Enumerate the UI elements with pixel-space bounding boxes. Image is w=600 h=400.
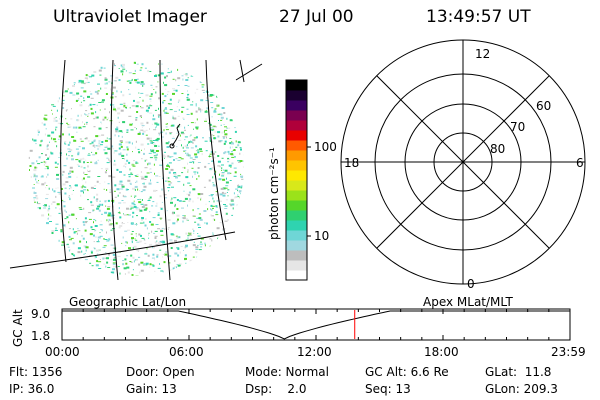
colorbar-segment: [286, 200, 307, 211]
colorbar-segment: [286, 140, 307, 151]
time-label: 13:49:57 UT: [426, 7, 531, 27]
colorbar-unit-label: photon cm⁻²s⁻¹: [267, 147, 281, 240]
colorbar-frame: [285, 79, 308, 281]
colorbar-segment: [286, 150, 307, 161]
colorbar-segment: [286, 80, 307, 91]
status-ip: IP: 36.0: [9, 382, 55, 396]
timeline-x-tick-1800: 18:00: [424, 345, 459, 359]
timeline-x-tick-1200: 12:00: [297, 345, 332, 359]
status-sequence: Seq: 13: [365, 382, 411, 396]
uv-image: [9, 59, 263, 281]
status-gc-altitude: GC Alt: 6.6 Re: [365, 365, 449, 379]
timeline-y-tick-bottom: 1.8: [31, 329, 51, 343]
colorbar-segment: [286, 100, 307, 111]
colorbar-segment: [286, 90, 307, 101]
status-flight: Flt: 1356: [9, 365, 63, 379]
colorbar-segment: [286, 270, 307, 281]
timeline-y-tick-top: 9.0: [31, 307, 51, 321]
timeline-right-label: Apex MLat/MLT: [423, 295, 513, 309]
colorbar-segment: [286, 130, 307, 141]
status-gain: Gain: 13: [126, 382, 177, 396]
lat-label-60: 60: [536, 99, 552, 113]
colorbar-segment: [286, 190, 307, 201]
timeline-x-tick-2359: 23:59: [551, 345, 586, 359]
status-dsp: Dsp: 2.0: [245, 382, 307, 396]
timeline-ticks: [61, 309, 571, 340]
polar-grid: [340, 39, 586, 285]
altitude-curve: [62, 310, 570, 340]
instrument-title: Ultraviolet Imager: [53, 7, 207, 27]
color-scale-bar: [285, 79, 311, 281]
colorbar-segment: [286, 120, 307, 131]
mlt-label-12: 12: [475, 47, 491, 61]
lat-label-70: 70: [510, 120, 526, 134]
lat-label-80: 80: [490, 142, 506, 156]
auroral-speckle: [28, 61, 244, 276]
status-door: Door: Open: [126, 365, 195, 379]
colorbar-segment: [286, 250, 307, 261]
status-glat: GLat: 11.8: [485, 365, 552, 379]
status-mode: Mode: Normal: [245, 365, 329, 379]
timeline-y-axis-label: GC Alt: [11, 309, 25, 347]
colorbar-segment: [286, 170, 307, 181]
colorbar-segment: [286, 160, 307, 171]
status-glon: GLon: 209.3: [485, 382, 558, 396]
colorbar-tick-100: 100: [314, 140, 337, 154]
timeline-x-tick-0600: 06:00: [169, 345, 204, 359]
colorbar-segment: [286, 230, 307, 241]
colorbar-segment: [286, 240, 307, 251]
mlt-label-0: 0: [467, 277, 475, 291]
timeline-x-tick-0000: 00:00: [45, 345, 80, 359]
spacecraft-track: [169, 123, 181, 149]
colorbar-segment: [286, 180, 307, 191]
geographic-grid: [9, 59, 263, 281]
colorbar-segment: [286, 220, 307, 231]
colorbar-segment: [286, 260, 307, 271]
colorbar-segment: [286, 210, 307, 221]
timeline-left-label: Geographic Lat/Lon: [69, 295, 187, 309]
colorbar-segment: [286, 110, 307, 121]
mlt-label-18: 18: [344, 156, 360, 170]
colorbar-tick-10: 10: [314, 229, 330, 243]
diagonal-line-b: [376, 75, 550, 249]
altitude-timeline: [61, 308, 571, 341]
mlt-label-6: 6: [576, 156, 584, 170]
date-label: 27 Jul 00: [279, 7, 354, 27]
